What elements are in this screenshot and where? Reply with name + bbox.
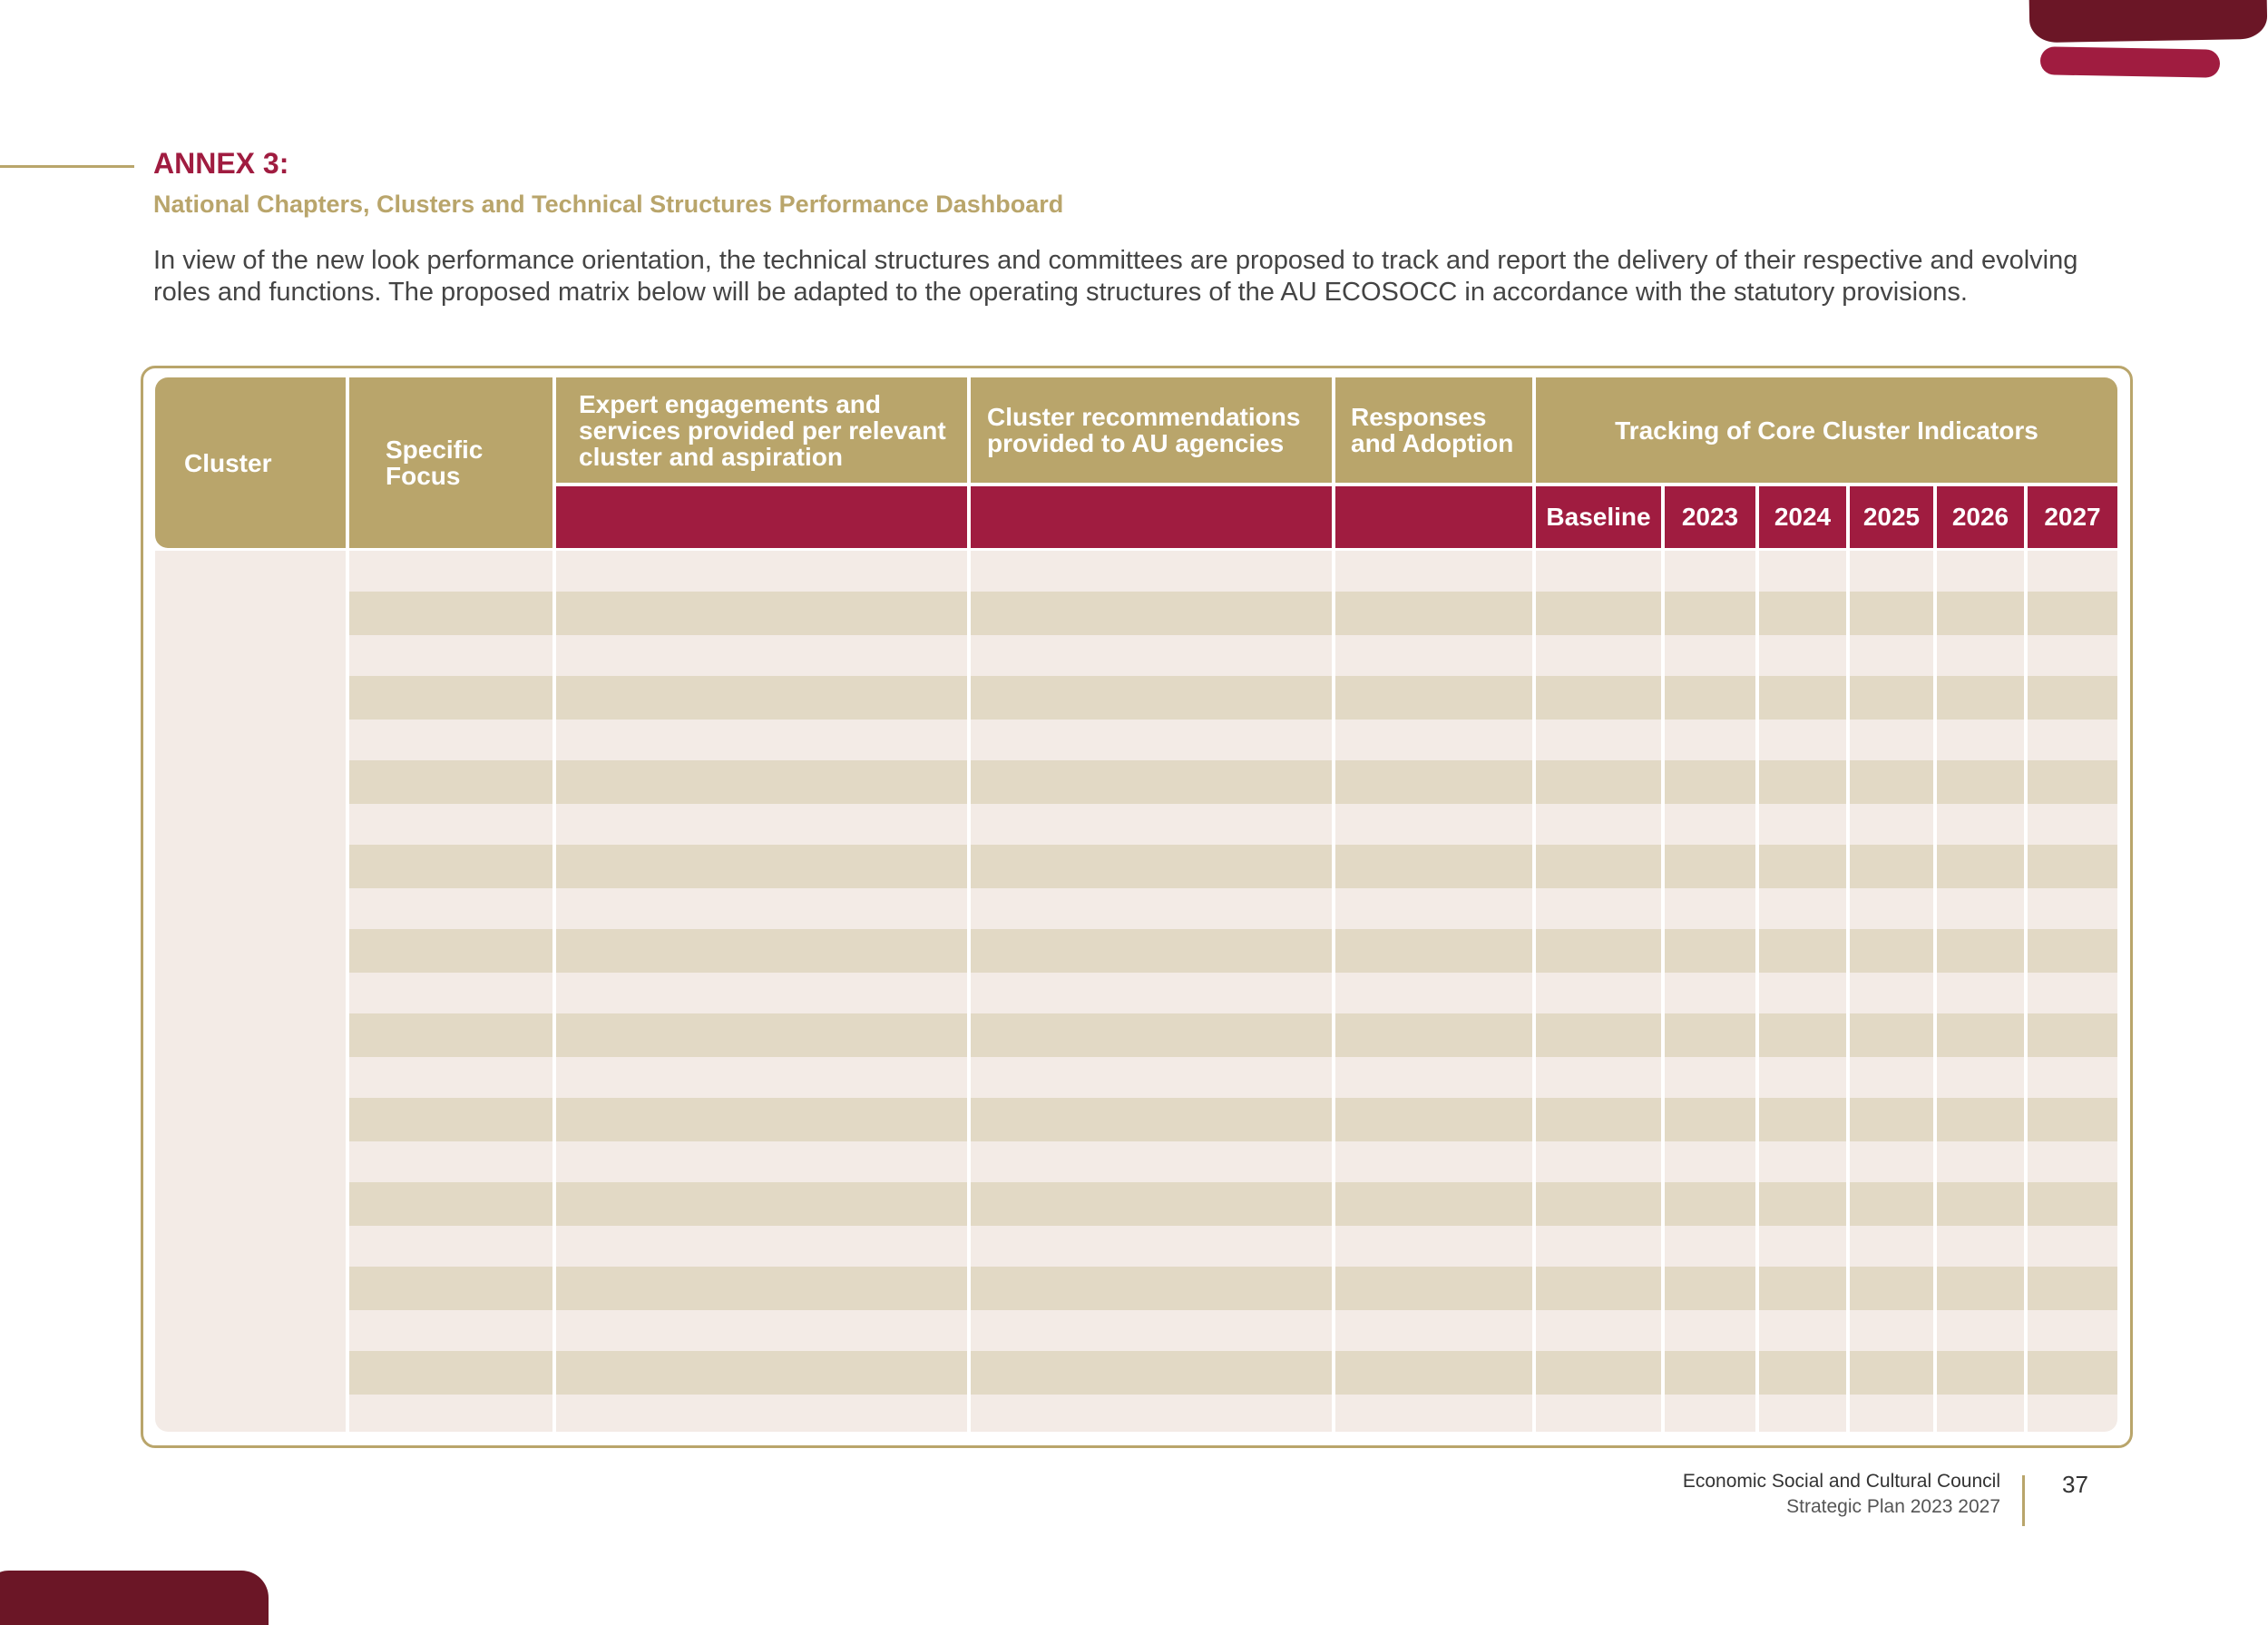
sub-header [971, 486, 1332, 548]
body-column [1335, 551, 1532, 1432]
brush-bottom [0, 1571, 269, 1625]
brush-top-2 [2039, 46, 2221, 78]
subtitle: National Chapters, Clusters and Technica… [153, 191, 1064, 218]
header-cell: Tracking of Core Cluster Indicators [1536, 377, 2117, 483]
page-number: 37 [2062, 1471, 2088, 1498]
body-column [1665, 551, 1755, 1432]
footer-plan: Strategic Plan 2023 2027 [1786, 1496, 2000, 1517]
header-cell: Specific Focus [349, 377, 552, 548]
title: ANNEX 3: [153, 147, 289, 180]
intro: In view of the new look performance orie… [153, 246, 2078, 307]
body-column [2028, 551, 2117, 1432]
header-cell: Cluster recommendations provided to AU a… [971, 377, 1332, 483]
footer-org: Economic Social and Cultural Council [1682, 1471, 2000, 1492]
footer-rule [2022, 1475, 2025, 1526]
rule [0, 165, 134, 168]
table-frame [141, 366, 2133, 1448]
sub-header: 2027 [2028, 486, 2117, 548]
body-column [1937, 551, 2024, 1432]
header-cell: Cluster [155, 377, 346, 548]
sub-header [1335, 486, 1532, 548]
body-column [1536, 551, 1661, 1432]
body-column [556, 551, 967, 1432]
sub-header: 2024 [1759, 486, 1846, 548]
sub-header: 2026 [1937, 486, 2024, 548]
sub-header: 2025 [1850, 486, 1933, 548]
body-column [349, 551, 552, 1432]
header-cell: Expert engagements and services provided… [556, 377, 967, 483]
cluster-body [155, 551, 346, 1432]
body-column [1759, 551, 1846, 1432]
sub-header: Baseline [1536, 486, 1661, 548]
brush-top [2028, 0, 2268, 44]
sub-header [556, 486, 967, 548]
body-column [971, 551, 1332, 1432]
sub-header: 2023 [1665, 486, 1755, 548]
body-column [1850, 551, 1933, 1432]
header-cell: Responses and Adoption [1335, 377, 1532, 483]
